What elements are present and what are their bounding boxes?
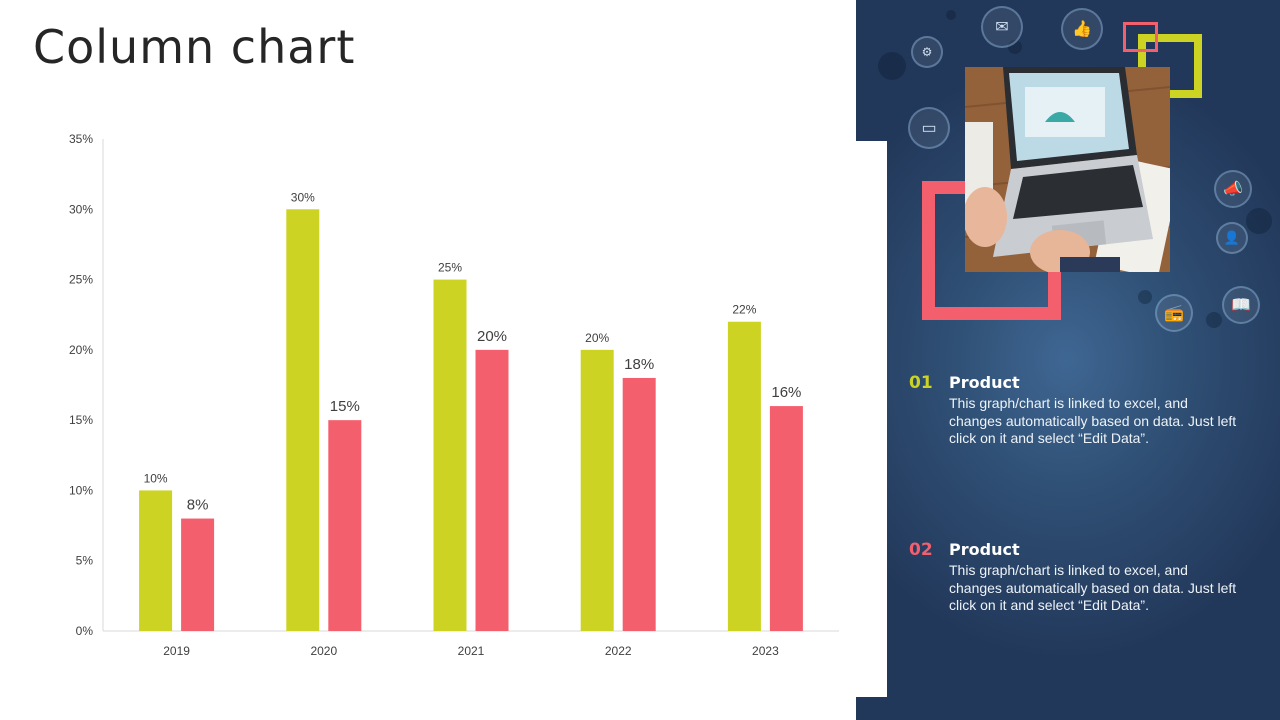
bar (139, 490, 173, 631)
bar (328, 420, 362, 631)
data-label: 20% (585, 331, 609, 345)
data-label: 30% (291, 190, 315, 204)
data-label: 10% (144, 471, 168, 485)
legend-number: 01 (909, 373, 933, 393)
bar (622, 377, 656, 631)
user-icon: 👤 (1216, 222, 1248, 254)
data-label: 8% (187, 497, 209, 514)
legend-title: Product (949, 540, 1020, 559)
y-tick-label: 35% (69, 132, 93, 146)
data-label: 15% (330, 398, 360, 415)
gears-icon: ⚙ (911, 36, 943, 68)
x-tick-label: 2023 (752, 644, 779, 658)
legend-number: 02 (909, 540, 933, 560)
decor-dot (1246, 208, 1272, 234)
x-tick-label: 2022 (605, 644, 632, 658)
radio-icon: 📻 (1155, 294, 1193, 332)
x-tick-label: 2019 (163, 644, 190, 658)
bar (475, 349, 509, 631)
legend-title: Product (949, 373, 1020, 392)
y-tick-label: 25% (69, 273, 93, 287)
decor-dot (946, 10, 956, 20)
data-label: 18% (624, 356, 654, 373)
decor-dot (878, 52, 906, 80)
x-tick-label: 2020 (310, 644, 337, 658)
data-label: 25% (438, 261, 462, 275)
y-tick-label: 0% (76, 624, 94, 638)
decor-square-pink-small (1123, 22, 1158, 52)
bar (181, 518, 215, 631)
decor-dot (1206, 312, 1222, 328)
laptop-photo (965, 67, 1170, 272)
thumbs-up-icon: 👍 (1061, 8, 1103, 50)
bar (580, 349, 614, 631)
page-title: Column chart (33, 20, 356, 74)
book-icon: 📖 (1222, 286, 1260, 324)
legend-description: This graph/chart is linked to excel, and… (949, 562, 1237, 613)
bar (769, 406, 803, 631)
data-label: 20% (477, 328, 507, 345)
decor-dot (1138, 290, 1152, 304)
legend-description: This graph/chart is linked to excel, and… (949, 395, 1237, 446)
y-tick-label: 10% (69, 483, 93, 497)
data-label: 16% (771, 384, 801, 401)
bar (433, 279, 467, 631)
y-tick-label: 20% (69, 343, 93, 357)
monitor-icon: ▭ (908, 107, 950, 149)
data-label: 22% (732, 303, 756, 317)
y-tick-label: 15% (69, 413, 93, 427)
decor-square-green (1138, 34, 1202, 98)
y-tick-label: 30% (69, 202, 93, 216)
column-chart: 0% 5% 10% 15% 20% 25% 30% 35% 10% 8% 2019 30% 15% 202… (69, 132, 839, 658)
email-icon: ✉ (981, 6, 1023, 48)
megaphone-icon: 📣 (1214, 170, 1252, 208)
y-tick-label: 5% (76, 554, 94, 568)
white-divider-tab (856, 141, 887, 697)
info-panel: ✉ 👍 ⚙ ▭ 📣 👤 📖 📻 01 Product This graph/ch… (856, 0, 1280, 720)
x-tick-label: 2021 (458, 644, 485, 658)
bar (286, 209, 320, 632)
bar (727, 321, 761, 631)
